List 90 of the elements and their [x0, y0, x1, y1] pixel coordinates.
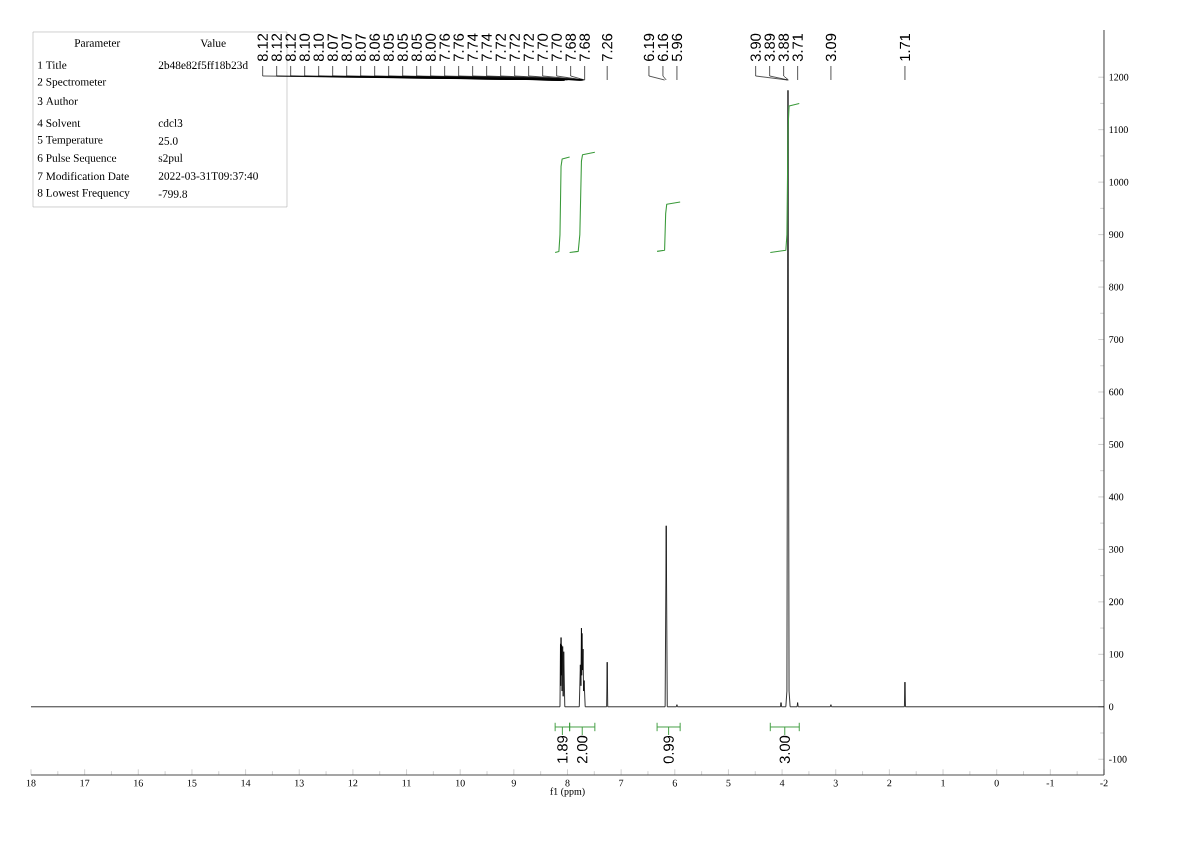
annotation: Parameter [74, 39, 121, 47]
annotation: 3 Author [37, 97, 78, 105]
y-tick-label: 300 [1109, 546, 1124, 553]
annotation: 3.88 [778, 33, 789, 62]
annotation: 8.07 [327, 33, 338, 62]
annotation: 4 Solvent [37, 119, 81, 127]
annotation: 8.00 [425, 33, 436, 62]
y-tick-label: 1200 [1109, 73, 1129, 81]
annotation: 8.05 [397, 33, 408, 62]
x-tick-label: 14 [241, 779, 251, 787]
y-tick-label: 600 [1109, 388, 1124, 396]
annotation: 7.26 [602, 33, 613, 61]
y-tick-label: 1100 [1109, 126, 1128, 134]
annotation: 8.12 [257, 33, 268, 62]
y-tick-label: 100 [1109, 650, 1124, 658]
annotation: 3.09 [825, 33, 837, 62]
annotation: 8.12 [271, 33, 282, 62]
annotation: 7.68 [579, 33, 590, 61]
annotation: 5 Temperature [37, 136, 103, 146]
y-tick-label: 500 [1109, 441, 1124, 448]
annotation: 8.10 [299, 33, 310, 62]
y-tick-label: 900 [1109, 231, 1124, 238]
annotation: 8.07 [341, 33, 352, 62]
y-tick-label: 1000 [1109, 178, 1129, 186]
annotation: 8 Lowest Frequency [37, 189, 130, 199]
annotation: Value [200, 38, 226, 47]
annotation: 7 Modification Date [38, 171, 129, 181]
annotation: cdcl3 [158, 119, 183, 127]
annotation: 2022-03-31T09:37:40 [158, 172, 258, 180]
annotation: 7.76 [439, 33, 450, 61]
x-tick-label: 1 [941, 779, 945, 787]
y-tick-label: -100 [1109, 755, 1127, 763]
annotation: 1 Title [38, 61, 67, 69]
y-tick-label: 200 [1109, 598, 1124, 606]
y-tick-label: 0 [1109, 703, 1114, 711]
annotation: 8.10 [313, 33, 324, 62]
annotation: 7.70 [551, 33, 562, 61]
annotation: 2.00 [577, 735, 588, 764]
annotation: 0.99 [663, 735, 674, 764]
x-tick-label: 8 [565, 779, 570, 787]
x-axis-title: f1 (ppm) [550, 787, 585, 797]
x-tick-label: 3 [833, 779, 838, 787]
x-tick-label: -2 [1100, 779, 1108, 787]
annotation: 8.07 [355, 33, 366, 62]
x-tick-label: 9 [511, 779, 516, 787]
x-tick-label: 0 [994, 779, 999, 787]
annotation: 8.06 [369, 33, 380, 62]
annotation: 6.19 [643, 33, 655, 61]
y-tick-label: 800 [1109, 283, 1124, 291]
y-tick-label: 400 [1108, 493, 1124, 501]
annotation: 7.72 [523, 33, 534, 61]
x-tick-label: 5 [726, 779, 731, 787]
annotation: 1.71 [899, 33, 910, 61]
annotation: 6 Pulse Sequence [37, 153, 117, 165]
annotation: 3.00 [779, 735, 790, 764]
annotation: 5.96 [671, 33, 683, 62]
y-tick-label: 700 [1109, 336, 1124, 343]
annotation: 8.12 [285, 33, 296, 62]
annotation: 7.68 [565, 33, 576, 61]
x-tick-label: 12 [348, 779, 358, 787]
x-tick-label: 15 [187, 779, 197, 787]
annotation: 8.05 [411, 33, 422, 62]
annotation: 6.16 [657, 33, 669, 61]
annotation: 7.76 [453, 33, 464, 61]
x-tick-label: 2 [887, 779, 892, 787]
x-tick-label: 4 [779, 779, 785, 787]
x-tick-label: 16 [134, 779, 143, 787]
annotation: 2 Spectrometer [37, 78, 107, 88]
annotation: 3.90 [750, 33, 761, 62]
annotation: s2pul [158, 153, 183, 165]
x-tick-label: 17 [80, 779, 90, 787]
x-tick-label: 18 [26, 779, 36, 787]
annotation: -799.8 [158, 190, 188, 198]
annotation: 7.74 [481, 33, 492, 61]
annotation: 1.89 [557, 735, 568, 763]
annotation: 7.74 [467, 33, 478, 61]
annotation: 3.71 [792, 33, 803, 62]
annotation: 3.89 [764, 33, 775, 62]
annotation: 7.72 [509, 33, 520, 61]
x-tick-label: 13 [295, 779, 304, 787]
x-tick-label: 11 [402, 779, 411, 787]
x-tick-label: 7 [619, 779, 624, 787]
annotation: 7.72 [495, 33, 506, 61]
annotation: 2b48e82f5ff18b23d [158, 60, 248, 70]
x-tick-label: 6 [672, 779, 677, 787]
annotation: 25.0 [158, 137, 178, 145]
x-tick-label: 10 [456, 779, 465, 787]
x-tick-label: -1 [1046, 779, 1054, 787]
annotation: 7.70 [537, 33, 548, 61]
annotation: 8.05 [383, 33, 394, 62]
